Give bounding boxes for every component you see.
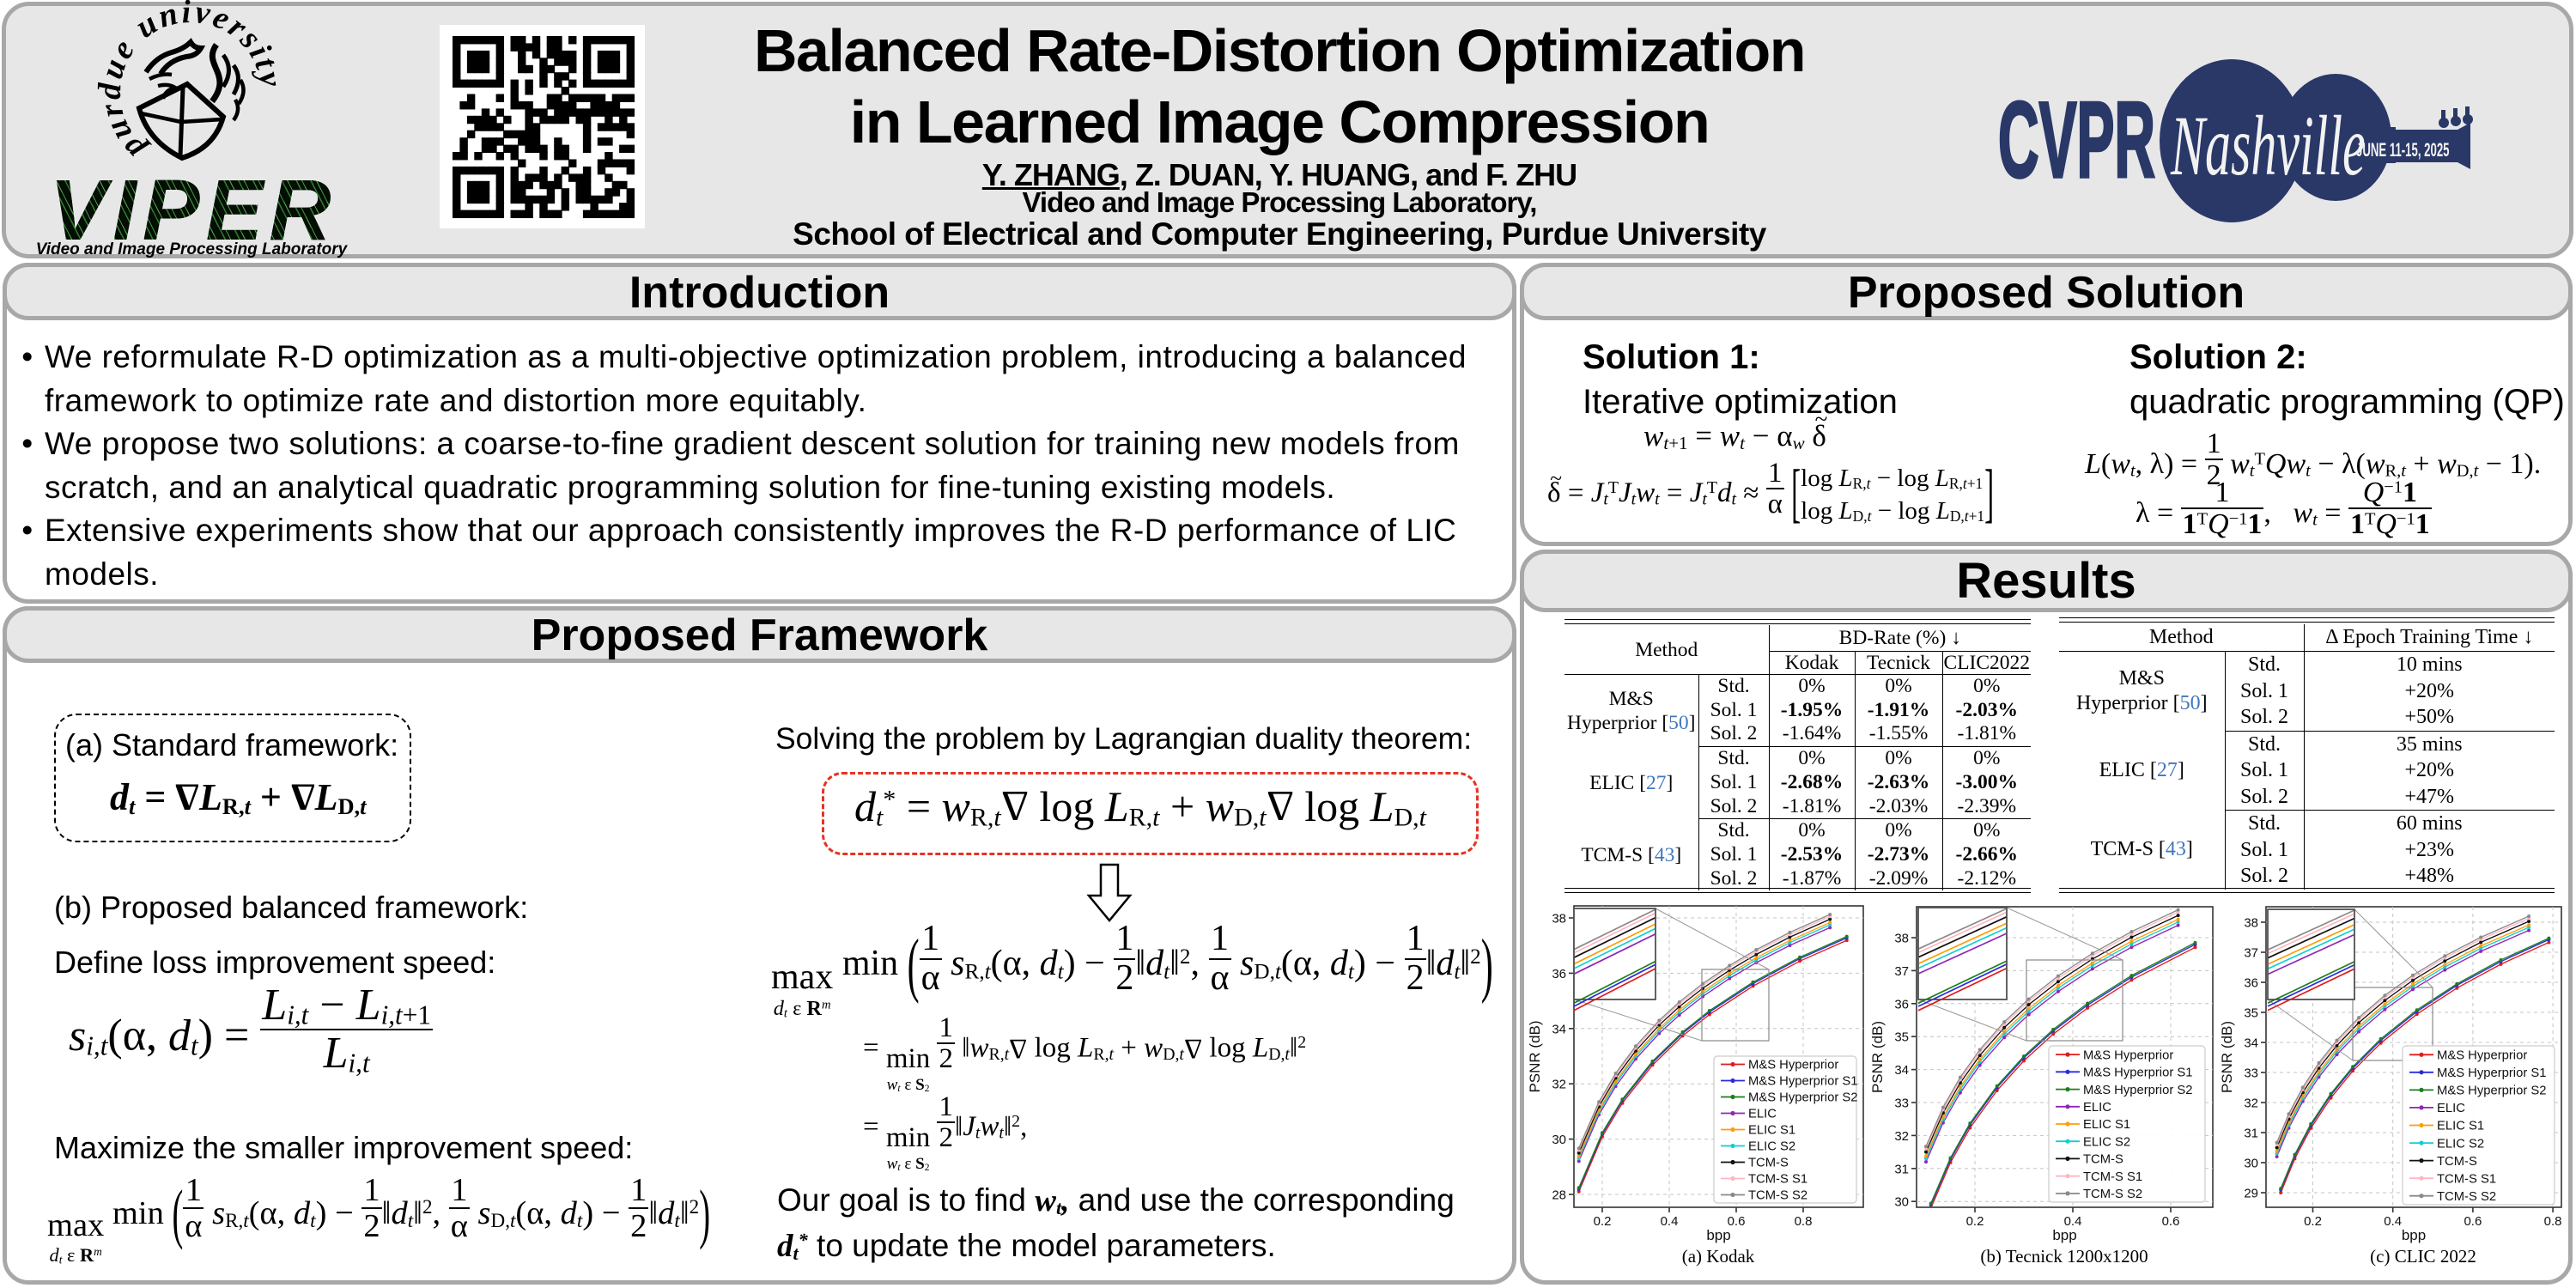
svg-text:0.8: 0.8 xyxy=(2544,1214,2562,1229)
svg-text:PSNR (dB): PSNR (dB) xyxy=(1869,1021,1886,1093)
svg-text:M&S Hyperprior S1: M&S Hyperprior S1 xyxy=(2437,1066,2546,1080)
svg-text:33: 33 xyxy=(1894,1097,1909,1111)
svg-text:CVPR: CVPR xyxy=(1998,81,2155,200)
svg-text:30: 30 xyxy=(1894,1195,1909,1210)
svg-text:36: 36 xyxy=(1552,967,1566,981)
svg-text:32: 32 xyxy=(2244,1097,2258,1111)
svg-text:38: 38 xyxy=(1894,932,1909,946)
svg-text:TCM-S S1: TCM-S S1 xyxy=(2083,1170,2142,1184)
svg-text:Nashville: Nashville xyxy=(2170,98,2365,192)
svg-text:M&S Hyperprior S1: M&S Hyperprior S1 xyxy=(2083,1066,2192,1080)
svg-text:TCM-S S1: TCM-S S1 xyxy=(1748,1173,1807,1187)
svg-text:32: 32 xyxy=(1894,1129,1909,1144)
svg-text:M&S Hyperprior: M&S Hyperprior xyxy=(2083,1048,2173,1062)
svg-text:0.6: 0.6 xyxy=(1728,1214,1746,1229)
svg-text:36: 36 xyxy=(1894,997,1909,1012)
svg-text:bpp: bpp xyxy=(2052,1227,2076,1243)
svg-text:0.4: 0.4 xyxy=(1661,1214,1679,1229)
svg-text:33: 33 xyxy=(2244,1066,2258,1081)
svg-text:0.6: 0.6 xyxy=(2464,1214,2482,1229)
svg-text:37: 37 xyxy=(2244,946,2258,961)
svg-text:M&S Hyperprior: M&S Hyperprior xyxy=(1748,1059,1838,1072)
svg-text:35: 35 xyxy=(1894,1030,1909,1045)
svg-text:0.8: 0.8 xyxy=(1795,1214,1813,1229)
svg-text:38: 38 xyxy=(2244,916,2258,931)
svg-text:30: 30 xyxy=(2244,1157,2258,1171)
svg-text:0.2: 0.2 xyxy=(1966,1214,1984,1229)
svg-text:29: 29 xyxy=(2244,1187,2258,1201)
svg-text:ELIC S1: ELIC S1 xyxy=(2437,1120,2484,1133)
svg-text:ELIC S1: ELIC S1 xyxy=(1748,1124,1795,1138)
svg-text:bpp: bpp xyxy=(1706,1227,1730,1243)
svg-text:0.4: 0.4 xyxy=(2384,1214,2402,1229)
svg-text:31: 31 xyxy=(2244,1127,2258,1141)
svg-text:37: 37 xyxy=(1894,964,1909,979)
svg-text:ELIC S2: ELIC S2 xyxy=(2083,1135,2130,1149)
svg-text:TCM-S S1: TCM-S S1 xyxy=(2437,1172,2496,1186)
svg-text:34: 34 xyxy=(1894,1063,1909,1078)
svg-text:bpp: bpp xyxy=(2402,1227,2426,1243)
svg-text:38: 38 xyxy=(1552,912,1566,927)
svg-text:28: 28 xyxy=(1552,1188,1566,1203)
svg-text:34: 34 xyxy=(1552,1022,1566,1036)
svg-text:ELIC S2: ELIC S2 xyxy=(2437,1137,2484,1151)
svg-text:35: 35 xyxy=(2244,1006,2258,1021)
svg-text:0.2: 0.2 xyxy=(2304,1214,2322,1229)
svg-text:(a) Kodak: (a) Kodak xyxy=(1682,1246,1755,1267)
svg-text:M&S Hyperprior S1: M&S Hyperprior S1 xyxy=(1748,1075,1857,1089)
svg-text:ELIC: ELIC xyxy=(2083,1101,2111,1115)
svg-text:TCM-S: TCM-S xyxy=(2083,1153,2123,1167)
svg-text:30: 30 xyxy=(1552,1133,1566,1147)
svg-text:ELIC: ELIC xyxy=(2437,1102,2465,1115)
svg-text:ELIC S1: ELIC S1 xyxy=(2083,1118,2130,1132)
svg-text:36: 36 xyxy=(2244,976,2258,991)
svg-text:M&S Hyperprior S2: M&S Hyperprior S2 xyxy=(2437,1084,2546,1098)
svg-text:M&S Hyperprior S2: M&S Hyperprior S2 xyxy=(2083,1084,2192,1097)
svg-text:M&S Hyperprior: M&S Hyperprior xyxy=(2437,1049,2527,1063)
svg-text:TCM-S: TCM-S xyxy=(1748,1157,1789,1170)
svg-text:ELIC: ELIC xyxy=(1748,1108,1777,1121)
svg-text:TCM-S S2: TCM-S S2 xyxy=(2437,1190,2496,1204)
svg-text:PSNR (dB): PSNR (dB) xyxy=(1527,1020,1543,1092)
svg-text:0.2: 0.2 xyxy=(1594,1214,1612,1229)
svg-text:M&S Hyperprior S2: M&S Hyperprior S2 xyxy=(1748,1091,1857,1105)
svg-text:TCM-S: TCM-S xyxy=(2437,1155,2477,1169)
svg-text:0.4: 0.4 xyxy=(2064,1214,2082,1229)
svg-text:ELIC S2: ELIC S2 xyxy=(1748,1140,1795,1154)
svg-text:TCM-S S2: TCM-S S2 xyxy=(2083,1188,2142,1201)
svg-text:(c) CLIC 2022: (c) CLIC 2022 xyxy=(2370,1246,2476,1267)
svg-text:PSNR (dB): PSNR (dB) xyxy=(2219,1021,2235,1093)
svg-text:JUNE 11-15, 2025: JUNE 11-15, 2025 xyxy=(2356,140,2450,161)
svg-text:32: 32 xyxy=(1552,1078,1566,1092)
svg-text:34: 34 xyxy=(2244,1036,2258,1051)
svg-text:0.6: 0.6 xyxy=(2162,1214,2180,1229)
svg-text:31: 31 xyxy=(1894,1162,1909,1176)
svg-text:(b) Tecnick 1200x1200: (b) Tecnick 1200x1200 xyxy=(1980,1246,2148,1267)
svg-text:TCM-S S2: TCM-S S2 xyxy=(1748,1189,1807,1203)
